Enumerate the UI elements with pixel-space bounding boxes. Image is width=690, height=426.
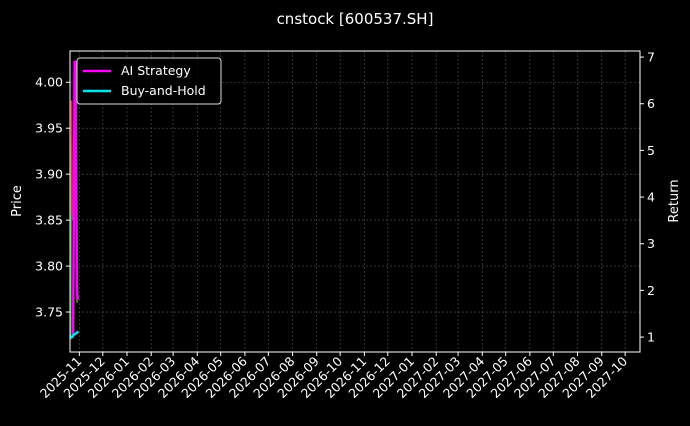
grid	[70, 51, 640, 352]
legend-label-buy-and-hold: Buy-and-Hold	[121, 83, 206, 98]
legend-box	[76, 57, 222, 105]
y-tick-label-right: 5	[647, 143, 655, 158]
legend-label-ai-strategy: AI Strategy	[121, 63, 191, 78]
y-axis-left-label: Price	[10, 185, 25, 217]
x-axis: 2025-112025-122026-012026-022026-032026-…	[37, 352, 630, 401]
y-tick-label-left: 3.90	[35, 167, 63, 182]
y-tick-label-left: 3.75	[35, 305, 63, 320]
plot-frame	[69, 50, 641, 353]
y-tick-label-left: 3.85	[35, 213, 63, 228]
y-tick-label-right: 1	[647, 330, 655, 345]
legend: AI Strategy Buy-and-Hold	[76, 57, 222, 105]
y-tick-label-left: 3.95	[35, 121, 63, 136]
y-tick-label-right: 4	[647, 190, 655, 205]
y-tick-label-left: 3.80	[35, 259, 63, 274]
y-tick-label-right: 2	[647, 283, 655, 298]
y-tick-label-right: 7	[647, 50, 655, 65]
chart-title: cnstock [600537.SH]	[277, 10, 434, 28]
plot-marks	[70, 60, 80, 340]
y-axis-right-label: Return	[667, 179, 682, 222]
price-segment	[70, 100, 74, 221]
y-tick-label-right: 3	[647, 236, 655, 251]
y-tick-label-right: 6	[647, 96, 655, 111]
y-axis-left: 3.75 3.80 3.85 3.90 3.95 4.00	[35, 75, 70, 320]
series-line-buy-and-hold	[70, 330, 79, 339]
y-axis-right: 1 2 3 4 5 6 7	[640, 50, 655, 345]
y-tick-label-left: 4.00	[35, 75, 63, 90]
